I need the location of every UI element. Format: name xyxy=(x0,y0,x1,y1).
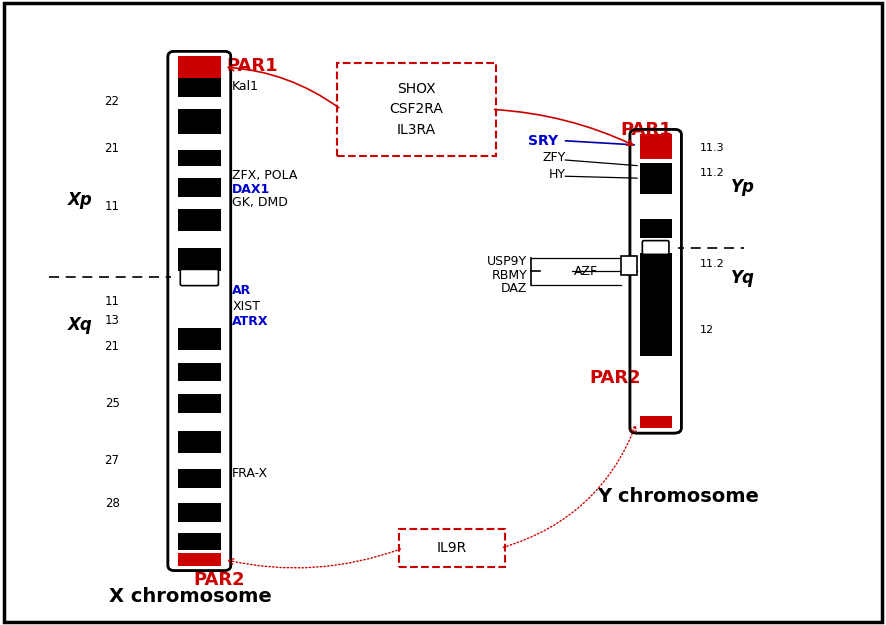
Text: AR: AR xyxy=(232,284,252,297)
Bar xyxy=(177,431,221,453)
Bar xyxy=(640,219,672,238)
Bar xyxy=(177,150,221,166)
Bar xyxy=(640,253,672,356)
Text: 12: 12 xyxy=(700,325,714,335)
Bar xyxy=(177,109,221,134)
Text: GK, DMD: GK, DMD xyxy=(232,196,288,209)
Text: 11.2: 11.2 xyxy=(700,168,725,178)
Text: Yp: Yp xyxy=(731,179,755,196)
Text: 11: 11 xyxy=(105,200,120,212)
Text: PAR1: PAR1 xyxy=(620,121,672,139)
Text: Y chromosome: Y chromosome xyxy=(597,488,758,506)
Text: DAZ: DAZ xyxy=(501,282,527,295)
Bar xyxy=(177,362,221,381)
Bar xyxy=(177,394,221,412)
FancyBboxPatch shape xyxy=(642,241,669,254)
Text: 28: 28 xyxy=(105,497,120,509)
Bar xyxy=(177,248,221,271)
Bar xyxy=(171,271,227,284)
Text: 27: 27 xyxy=(105,454,120,467)
Text: ATRX: ATRX xyxy=(232,316,268,328)
Text: X chromosome: X chromosome xyxy=(109,588,272,606)
FancyBboxPatch shape xyxy=(630,129,681,433)
Text: 13: 13 xyxy=(105,314,120,326)
Bar xyxy=(633,242,678,253)
Bar xyxy=(177,78,221,97)
FancyBboxPatch shape xyxy=(181,269,218,286)
Text: ZFY: ZFY xyxy=(542,151,565,164)
Bar xyxy=(177,469,221,488)
Text: Yq: Yq xyxy=(731,269,755,287)
Text: Xp: Xp xyxy=(67,191,92,209)
Bar xyxy=(177,328,221,350)
Text: SRY: SRY xyxy=(528,134,558,148)
Text: IL9R: IL9R xyxy=(437,541,467,555)
Text: 25: 25 xyxy=(105,397,120,409)
Text: DAX1: DAX1 xyxy=(232,183,270,196)
Text: PAR2: PAR2 xyxy=(589,369,641,387)
Bar xyxy=(640,162,672,194)
Bar xyxy=(177,56,221,78)
Text: PAR2: PAR2 xyxy=(193,571,245,589)
Text: 11.3: 11.3 xyxy=(700,143,725,153)
Text: RBMY: RBMY xyxy=(492,269,527,281)
Text: USP9Y: USP9Y xyxy=(487,255,527,268)
Bar xyxy=(177,503,221,522)
Text: 11.2: 11.2 xyxy=(700,259,725,269)
Text: 21: 21 xyxy=(105,341,120,353)
Text: XIST: XIST xyxy=(232,300,260,312)
Bar xyxy=(177,532,221,550)
Text: FRA-X: FRA-X xyxy=(232,467,268,479)
Text: PAR1: PAR1 xyxy=(226,57,277,74)
Text: Xq: Xq xyxy=(67,316,92,334)
Text: AZF: AZF xyxy=(574,265,598,278)
Bar xyxy=(640,134,672,159)
Bar xyxy=(177,553,221,566)
Bar xyxy=(177,209,221,231)
Text: 22: 22 xyxy=(105,95,120,108)
Text: 21: 21 xyxy=(105,142,120,154)
Text: ZFX, POLA: ZFX, POLA xyxy=(232,169,298,181)
Bar xyxy=(640,416,672,428)
Bar xyxy=(621,256,637,275)
Bar xyxy=(177,178,221,197)
FancyBboxPatch shape xyxy=(337,62,496,156)
FancyBboxPatch shape xyxy=(399,529,505,567)
Text: SHOX
CSF2RA
IL3RA: SHOX CSF2RA IL3RA xyxy=(390,82,443,137)
Text: Kal1: Kal1 xyxy=(232,80,259,92)
FancyBboxPatch shape xyxy=(167,51,230,571)
Text: 11: 11 xyxy=(105,295,120,308)
Text: HY: HY xyxy=(548,169,565,181)
